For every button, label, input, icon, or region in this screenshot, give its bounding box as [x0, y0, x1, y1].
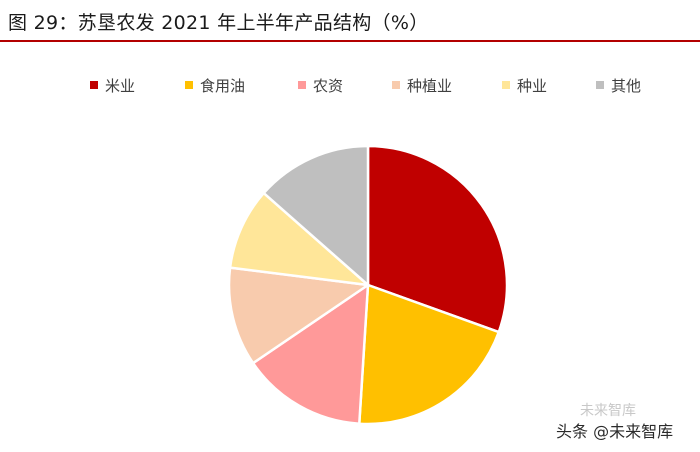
pie-slice-2 — [358, 283, 501, 426]
legend-item-other: 其他 — [596, 72, 641, 98]
legend-swatch — [90, 81, 98, 89]
legend-item-agri-supplies: 农资 — [298, 72, 343, 98]
legend-swatch — [392, 81, 400, 89]
legend-label: 食用油 — [200, 76, 246, 95]
legend-swatch — [596, 81, 604, 89]
legend-label: 种植业 — [407, 76, 453, 95]
legend-item-planting: 种植业 — [392, 72, 452, 98]
legend-label: 种业 — [517, 76, 548, 95]
legend-label: 米业 — [105, 76, 136, 95]
pie-slice-4 — [227, 266, 370, 365]
pie-slices — [227, 144, 509, 426]
watermark: 头条 @未来智库 — [556, 422, 674, 441]
pie-slice-5 — [228, 191, 370, 287]
pie-slice-6 — [262, 144, 370, 287]
legend-label: 农资 — [313, 76, 344, 95]
title-divider — [0, 40, 700, 42]
pie-slice-1 — [366, 144, 509, 334]
legend-item-seeds: 种业 — [502, 72, 547, 98]
legend-item-rice: 米业 — [90, 72, 135, 98]
figure-title: 图 29：苏垦农发 2021 年上半年产品结构（%） — [8, 12, 429, 34]
chart-legend: 米业 食用油 农资 种植业 种业 其他 — [0, 72, 700, 98]
pie-slice-3 — [251, 283, 370, 425]
legend-swatch — [298, 81, 306, 89]
legend-item-edible-oil: 食用油 — [185, 72, 245, 98]
legend-label: 其他 — [611, 76, 642, 95]
legend-swatch — [185, 81, 193, 89]
watermark-faint: 未来智库 — [580, 403, 636, 419]
legend-swatch — [502, 81, 510, 89]
